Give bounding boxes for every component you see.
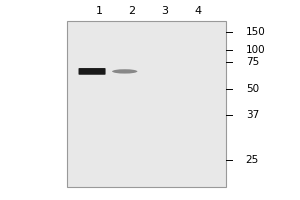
Bar <box>67 21 226 187</box>
Text: 100: 100 <box>246 45 265 55</box>
Text: 1: 1 <box>96 6 103 16</box>
Ellipse shape <box>112 69 137 74</box>
Text: 4: 4 <box>194 6 201 16</box>
Text: 25: 25 <box>246 155 259 165</box>
Text: 2: 2 <box>129 6 136 16</box>
Text: 75: 75 <box>246 57 259 67</box>
Text: 3: 3 <box>161 6 168 16</box>
FancyBboxPatch shape <box>79 68 106 75</box>
Text: 37: 37 <box>246 110 259 120</box>
Text: 150: 150 <box>246 27 266 37</box>
Text: 50: 50 <box>246 84 259 94</box>
